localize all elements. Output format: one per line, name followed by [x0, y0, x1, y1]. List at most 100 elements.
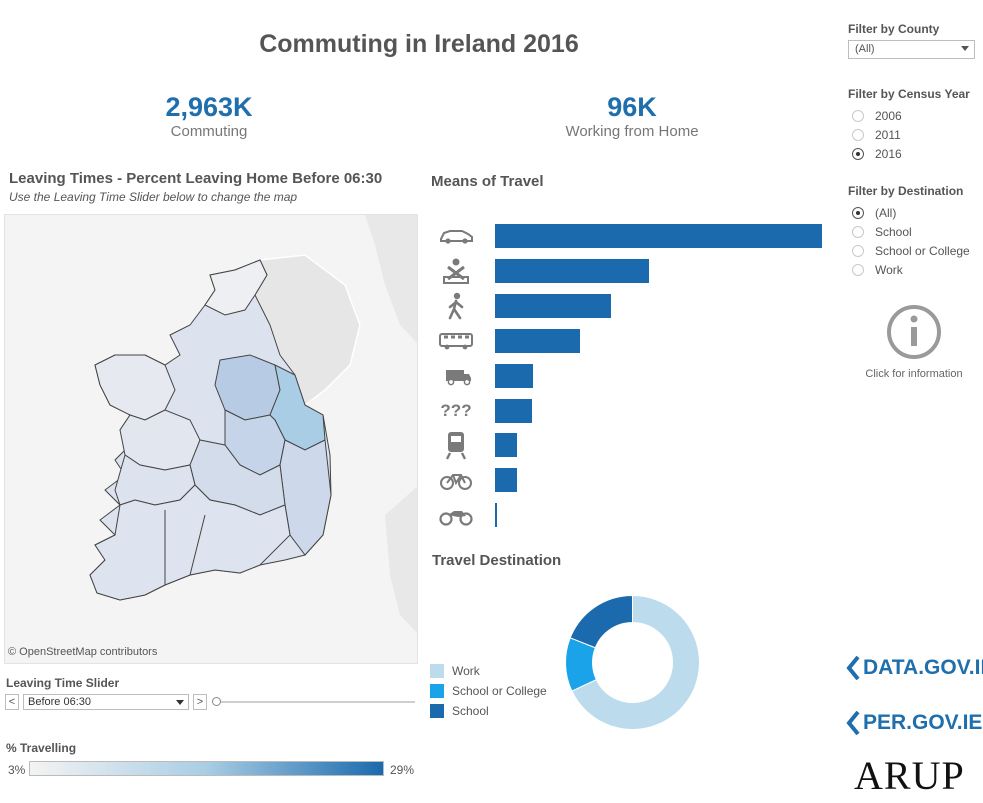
legend-label: School — [452, 704, 489, 718]
van-icon — [438, 363, 474, 389]
destination-option-school-or-college[interactable]: School or College — [852, 241, 970, 260]
map-credit: © OpenStreetMap contributors — [8, 646, 158, 658]
means-of-travel-chart: ??? — [438, 224, 828, 542]
travel-bar[interactable] — [495, 328, 581, 353]
leaving-time-dropdown[interactable]: Before 06:30 — [23, 694, 189, 710]
county-mayo[interactable] — [94, 354, 176, 421]
not-stated-icon: ??? — [440, 400, 472, 420]
legend-swatch — [430, 664, 444, 678]
leaving-times-subtitle: Use the Leaving Time Slider below to cha… — [9, 190, 298, 204]
radio-label: 2011 — [875, 127, 901, 142]
legend-item-school[interactable]: School — [430, 701, 547, 721]
walking-icon — [438, 292, 474, 320]
radio-button[interactable] — [852, 244, 864, 257]
county-cork-kerry[interactable] — [89, 484, 291, 601]
census-year-option-2006[interactable]: 2006 — [852, 106, 902, 125]
chevron-down-icon — [961, 46, 969, 51]
census-year-filter-title: Filter by Census Year — [848, 87, 970, 101]
pct-max-label: 29% — [390, 763, 415, 777]
arup-logo[interactable]: ARUP — [854, 753, 965, 798]
slider-label: Leaving Time Slider — [6, 676, 120, 690]
legend-item-work[interactable]: Work — [430, 661, 547, 681]
wales-shape — [385, 486, 417, 633]
pct-gradient-bar — [29, 761, 384, 776]
census-year-option-2016[interactable]: 2016 — [852, 144, 902, 163]
chevron-down-icon — [176, 700, 184, 705]
donut-slice-work[interactable] — [571, 594, 700, 730]
leaving-times-map[interactable] — [4, 214, 418, 664]
per-gov-label: PER.GOV.IE — [863, 711, 983, 734]
bicycle-icon — [438, 467, 474, 493]
travel-bar[interactable] — [495, 293, 612, 318]
radio-button-selected[interactable] — [852, 206, 864, 219]
destination-option-work[interactable]: Work — [852, 260, 970, 279]
info-icon[interactable] — [849, 303, 979, 363]
scotland-shape — [365, 215, 417, 343]
slider-prev-button[interactable]: < — [5, 694, 19, 710]
county-filter-dropdown[interactable]: (All) — [848, 40, 975, 59]
travel-bar[interactable] — [495, 468, 518, 493]
radio-button[interactable] — [852, 128, 864, 141]
data-gov-logo[interactable]: DATA.GOV.IE — [846, 656, 983, 680]
destination-option-school[interactable]: School — [852, 222, 970, 241]
dashboard-title: Commuting in Ireland 2016 — [259, 30, 579, 58]
ireland-map — [89, 215, 417, 633]
radio-button-selected[interactable] — [852, 147, 864, 160]
county-donegal[interactable] — [204, 259, 268, 316]
car-passenger-icon — [438, 258, 474, 284]
radio-label: 2016 — [875, 146, 902, 161]
legend-label: School or College — [452, 684, 547, 698]
data-gov-label: DATA.GOV.IE — [863, 656, 983, 679]
kpi-wfh-value: 96K — [607, 92, 657, 122]
travel-bar[interactable] — [495, 224, 822, 248]
census-year-option-2011[interactable]: 2011 — [852, 125, 902, 144]
kpi-working-from-home: 96K Working from Home — [502, 92, 762, 140]
info-button[interactable]: Click for information — [849, 303, 979, 380]
radio-button[interactable] — [852, 225, 864, 238]
census-year-options: 2006 2011 2016 — [852, 106, 902, 163]
means-of-travel-title: Means of Travel — [431, 173, 544, 190]
bus-icon — [438, 328, 474, 354]
slider-next-button[interactable]: > — [193, 694, 207, 710]
county-filter-title: Filter by County — [848, 22, 940, 36]
radio-label: School or College — [875, 243, 970, 258]
radio-button[interactable] — [852, 109, 864, 122]
legend-label: Work — [452, 664, 480, 678]
info-label: Click for information — [865, 368, 963, 380]
train-icon — [438, 432, 474, 460]
leaving-time-thumb[interactable] — [212, 697, 221, 706]
travel-bar[interactable] — [495, 363, 533, 388]
legend-swatch — [430, 704, 444, 718]
motorcycle-icon — [438, 502, 474, 528]
kpi-commuting-value: 2,963K — [165, 92, 253, 122]
travel-bar[interactable] — [495, 503, 497, 528]
travel-bar[interactable] — [495, 398, 532, 423]
radio-label: (All) — [875, 205, 897, 220]
leaving-times-title: Leaving Times - Percent Leaving Home Bef… — [9, 170, 383, 187]
chevron-logo-icon — [846, 656, 860, 680]
legend-item-school-or-college[interactable]: School or College — [430, 681, 547, 701]
pct-min-label: 3% — [8, 763, 26, 777]
leaving-time-track[interactable] — [213, 701, 415, 703]
radio-label: School — [875, 224, 912, 239]
destination-filter-title: Filter by Destination — [848, 184, 964, 198]
kpi-commuting: 2,963K Commuting — [79, 92, 339, 140]
county-filter-value: (All) — [855, 43, 875, 55]
kpi-commuting-label: Commuting — [170, 123, 248, 140]
leaving-time-value: Before 06:30 — [28, 696, 91, 708]
travel-bar[interactable] — [495, 433, 518, 458]
radio-label: 2006 — [875, 108, 902, 123]
donut-slice-school[interactable] — [569, 594, 633, 649]
legend-swatch — [430, 684, 444, 698]
per-gov-logo[interactable]: PER.GOV.IE — [846, 711, 982, 735]
kpi-wfh-label: Working from Home — [565, 123, 699, 140]
destination-options: (All) School School or College Work — [852, 203, 970, 279]
travel-destination-donut[interactable] — [560, 590, 705, 735]
chevron-logo-icon — [846, 711, 860, 735]
pct-travelling-label: % Travelling — [6, 741, 77, 755]
destination-option-all[interactable]: (All) — [852, 203, 970, 222]
radio-button[interactable] — [852, 263, 864, 276]
radio-label: Work — [875, 262, 903, 277]
travel-bar[interactable] — [495, 258, 649, 283]
county-borders — [164, 510, 206, 585]
